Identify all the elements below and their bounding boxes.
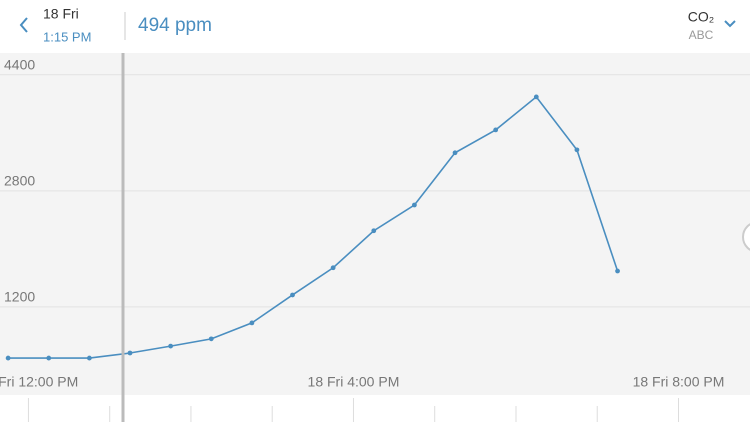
date: 18 Fri (43, 6, 79, 22)
data-point (46, 355, 52, 361)
side-handle[interactable] (742, 222, 750, 252)
y-tick-label: 4400 (4, 56, 35, 72)
data-point (168, 343, 174, 349)
plot-area (0, 53, 750, 395)
x-tick-label: 18 Fri 8:00 PM (633, 374, 725, 390)
data-point (5, 355, 11, 361)
dropdown-chevron[interactable] (724, 20, 736, 28)
data-point (533, 94, 539, 100)
reading: 494 ppm (138, 15, 212, 36)
data-point (452, 150, 458, 156)
series-line (8, 95, 619, 359)
data-point (86, 355, 92, 361)
data-point (493, 127, 499, 133)
device[interactable]: ABC (689, 28, 714, 42)
data-point (208, 336, 214, 342)
data-point (249, 320, 255, 326)
sensor[interactable]: CO₂ (688, 9, 714, 25)
time: 1:15 PM (43, 29, 91, 44)
data-point (615, 268, 620, 274)
data-point (127, 350, 133, 356)
data-point (290, 292, 295, 298)
data-point (574, 147, 580, 153)
x-tick-label: 18 Fri 12:00 PM (0, 374, 78, 390)
y-tick-label: 1200 (4, 289, 35, 305)
data-point (330, 265, 336, 271)
y-tick-label: 2800 (4, 173, 35, 189)
plot: 1200 2800 4400 18 Fri 12:00 PM 18 Fri 4:00 P… (0, 56, 750, 422)
data-point (412, 202, 417, 208)
back-button[interactable] (19, 17, 28, 33)
data-point (371, 228, 377, 234)
x-tick-label: 18 Fri 4:00 PM (308, 374, 400, 390)
